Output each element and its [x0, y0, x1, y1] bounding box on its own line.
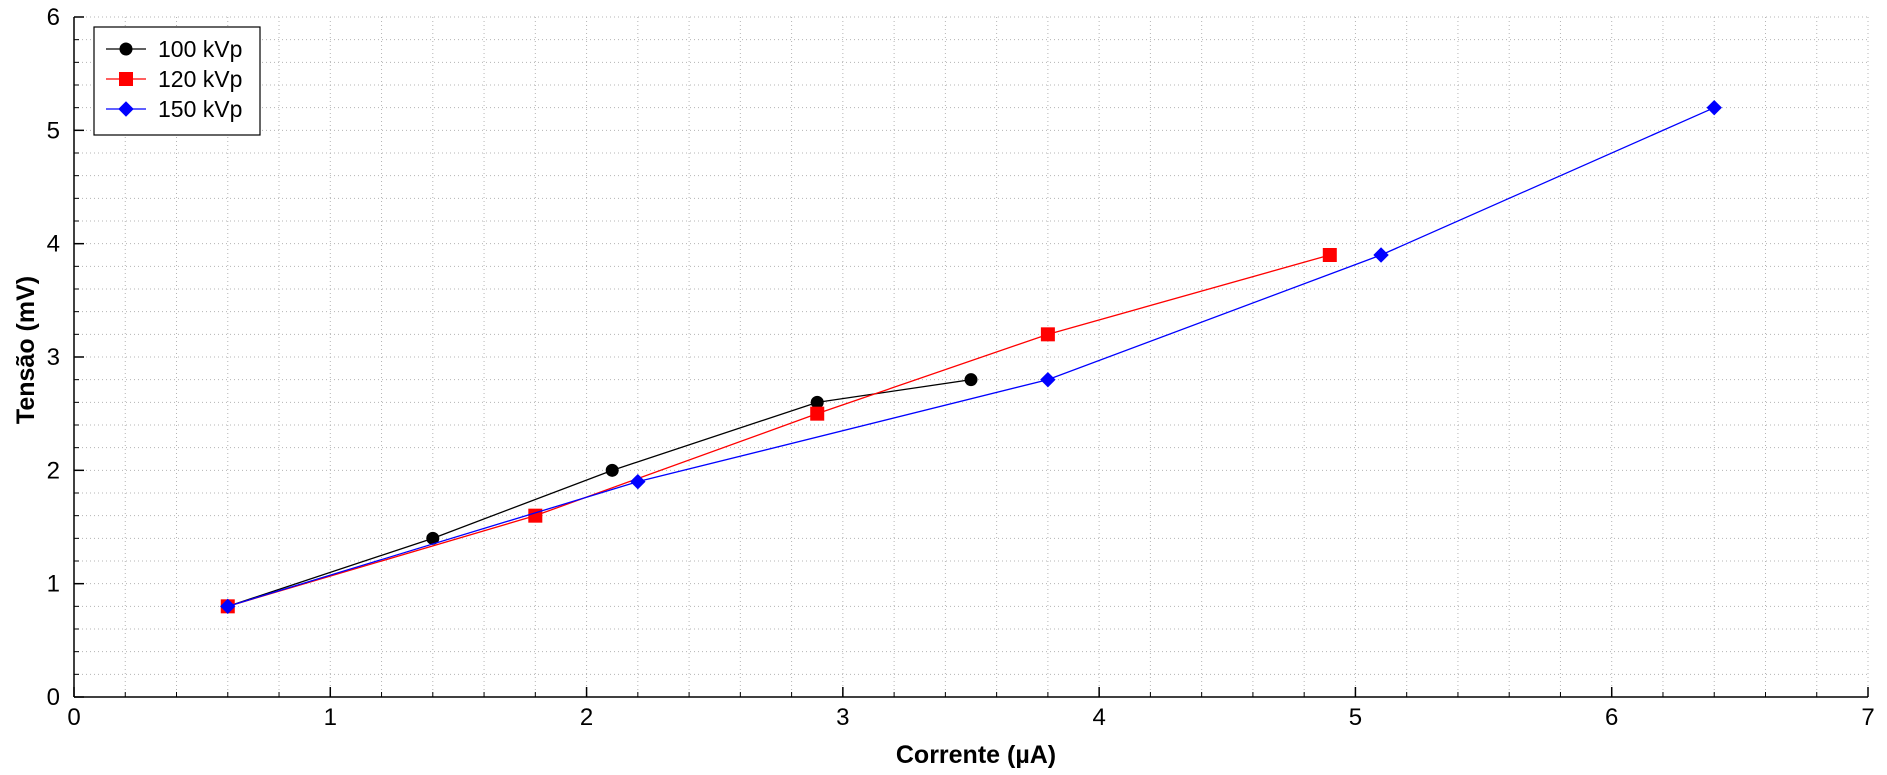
grid [73, 16, 1869, 698]
data-point [810, 406, 825, 421]
x-tick-label: 3 [836, 704, 849, 731]
legend: 100 kVp 120 kVp 150 kVp [93, 26, 261, 136]
series-3 [220, 99, 1722, 615]
x-tick-label: 7 [1861, 704, 1874, 731]
y-axis-label: Tensão (mV) [12, 276, 40, 424]
data-point [964, 373, 978, 387]
legend-label: 100 kVp [158, 36, 242, 62]
legend-entry: 150 kVp [106, 96, 242, 122]
x-tick-label: 1 [324, 704, 337, 731]
data-point [605, 463, 619, 477]
series-2 [220, 248, 1337, 614]
data-point [1040, 371, 1056, 388]
x-tick-label: 4 [1092, 704, 1105, 731]
legend-marker [118, 101, 134, 117]
legend-entry: 100 kVp [106, 36, 242, 62]
series [220, 99, 1722, 615]
x-axis-label: Corrente (µA) [896, 741, 1056, 769]
y-tick-label: 5 [47, 117, 60, 144]
data-point [630, 473, 646, 490]
x-tick-label: 0 [67, 704, 80, 731]
legend-entry: 120 kVp [106, 66, 242, 92]
axes: 0 1 2 3 4 5 6 7 0 1 2 3 4 5 6 [47, 4, 1875, 731]
data-point [1706, 99, 1722, 116]
y-tick-label: 2 [47, 457, 60, 484]
x-tick-label: 5 [1349, 704, 1362, 731]
data-point [1040, 327, 1055, 342]
x-tick-label: 2 [580, 704, 593, 731]
y-tick-label: 4 [47, 231, 60, 258]
y-tick-label: 0 [47, 684, 60, 711]
legend-marker [119, 42, 133, 56]
x-tick-label: 6 [1605, 704, 1618, 731]
y-tick-label: 3 [47, 344, 60, 371]
legend-marker [119, 72, 133, 86]
data-point [810, 395, 824, 409]
data-point [1322, 248, 1337, 262]
data-point [1373, 247, 1389, 263]
y-tick-label: 6 [47, 4, 60, 31]
data-point [220, 598, 236, 615]
legend-label: 120 kVp [158, 66, 242, 92]
series-line [227, 254, 1330, 607]
legend-label: 150 kVp [158, 96, 242, 122]
y-tick-label: 1 [47, 571, 60, 598]
